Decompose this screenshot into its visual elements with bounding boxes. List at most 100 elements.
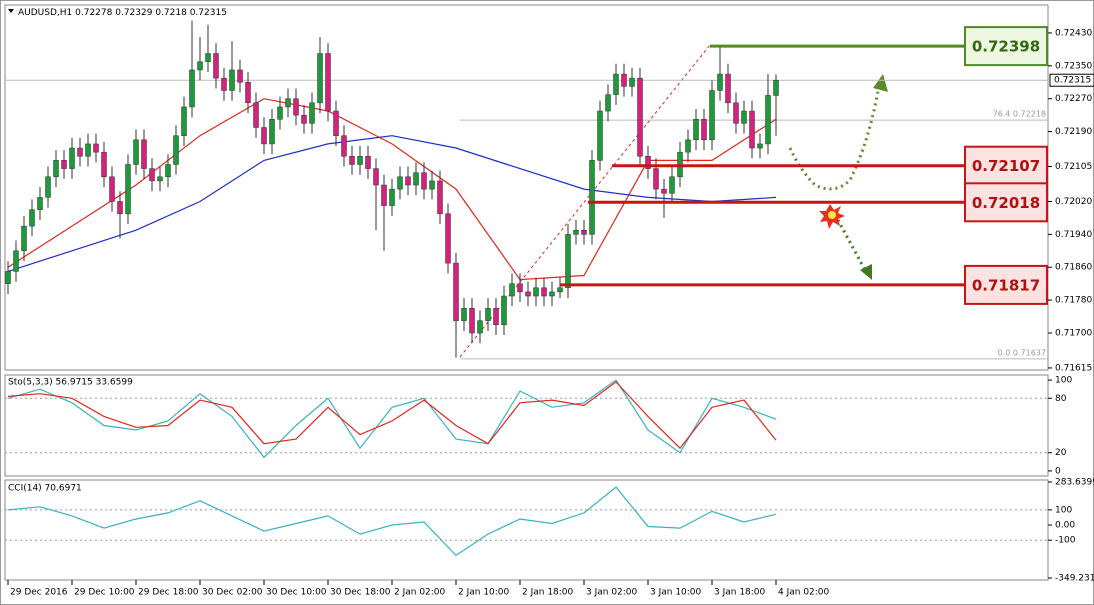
candle-body (93, 143, 99, 153)
candle-body (653, 168, 659, 190)
y-tick-label: 0.72430 (1055, 28, 1092, 38)
y-tick-label: 0.71615 (1055, 363, 1092, 373)
candle-body (37, 197, 43, 210)
candle-body (717, 73, 723, 91)
x-tick-label: 2 Jan 18:00 (522, 588, 574, 598)
candle-body (509, 283, 515, 297)
candle-body (773, 79, 779, 96)
price-tag (1049, 73, 1094, 87)
chart-header: AUDUSD,H1 0.72278 0.72329 0.7218 0.72315 (18, 8, 227, 18)
candle-body (341, 135, 347, 157)
candle-body (757, 143, 763, 149)
x-tick-label: 29 Dec 2016 (10, 588, 68, 598)
candle-body (173, 135, 179, 165)
up-arrow (788, 79, 882, 191)
candle-body (373, 168, 379, 186)
breakout-star-core (828, 211, 836, 219)
candle-body (725, 73, 731, 104)
y-tick-label: 0.71940 (1055, 230, 1092, 240)
candle-body (517, 283, 523, 293)
y-tick-label: 0.71860 (1055, 263, 1092, 273)
close: 0.72315 (190, 8, 227, 18)
candle-body (741, 110, 747, 124)
candle-body (117, 201, 123, 215)
candle-body (765, 95, 771, 145)
candle-body (213, 53, 219, 79)
candle-body (157, 176, 163, 182)
candle-body (165, 164, 171, 178)
candle-body (365, 156, 371, 169)
candle-body (613, 73, 619, 95)
candle-body (533, 287, 539, 297)
candle-body (317, 53, 323, 104)
candle-body (77, 147, 83, 157)
candle-body (709, 90, 715, 141)
candle-body (421, 172, 427, 190)
candle-body (549, 291, 555, 297)
candle-body (29, 209, 35, 227)
candle-body (413, 172, 419, 186)
candle-body (205, 53, 211, 62)
panel-title: Sto(5,3,3) 56.9715 33.6599 (8, 378, 133, 388)
x-tick-label: 30 Dec 10:00 (266, 588, 327, 598)
y-tick-label: -100 (1055, 536, 1076, 546)
candle-body (469, 308, 475, 334)
candle-body (197, 61, 203, 71)
open: 0.72278 (75, 8, 112, 18)
candle-body (133, 139, 139, 165)
candle-body (557, 287, 563, 293)
candle-body (749, 110, 755, 149)
level-box (964, 26, 1048, 67)
x-tick-label: 3 Jan 02:00 (586, 588, 638, 598)
level-box (964, 182, 1048, 223)
candle-body (325, 53, 331, 112)
y-tick-label: 100 (1055, 505, 1072, 515)
candle-body (661, 188, 667, 194)
candle-body (645, 156, 651, 169)
fib-label: 76.4 0.72218 (993, 110, 1046, 119)
candle-body (141, 139, 147, 169)
down-arrow-head (860, 264, 872, 280)
indicator-line (7, 135, 777, 272)
level-label: 0.72398 (972, 38, 1040, 56)
down-arrow (836, 219, 868, 273)
candle-body (53, 160, 59, 178)
candle-body (349, 156, 355, 165)
candle-body (589, 160, 595, 235)
candle-body (301, 114, 307, 124)
candle-body (485, 308, 491, 321)
candle-body (13, 250, 19, 272)
indicator-line (7, 379, 777, 459)
candle-body (277, 106, 283, 120)
candle-body (541, 287, 547, 297)
y-tick-label: 80 (1055, 394, 1067, 404)
candle-body (109, 176, 115, 202)
y-tick-label: 0.72270 (1055, 94, 1092, 104)
y-tick-label: 0.72105 (1055, 162, 1092, 172)
candle-body (309, 102, 315, 124)
candle-body (181, 106, 187, 136)
candle-body (245, 82, 251, 104)
candle-body (61, 160, 67, 169)
candle-body (445, 213, 451, 264)
candle-body (693, 119, 699, 141)
x-tick-label: 2 Jan 02:00 (394, 588, 446, 598)
candle-body (405, 176, 411, 186)
candle-body (429, 180, 435, 190)
x-tick-label: 30 Dec 02:00 (202, 588, 263, 598)
candle-body (453, 262, 459, 321)
candle-body (493, 308, 499, 326)
x-tick-label: 3 Jan 10:00 (650, 588, 702, 598)
y-tick-label: 283.6399 (1055, 478, 1094, 488)
candle-body (189, 69, 195, 108)
candle-body (333, 110, 339, 136)
candle-body (605, 94, 611, 112)
candle-body (357, 156, 363, 165)
x-tick-label: 29 Dec 10:00 (74, 588, 135, 598)
candle-body (381, 184, 387, 206)
candle-body (125, 164, 131, 215)
candle-body (253, 102, 259, 128)
